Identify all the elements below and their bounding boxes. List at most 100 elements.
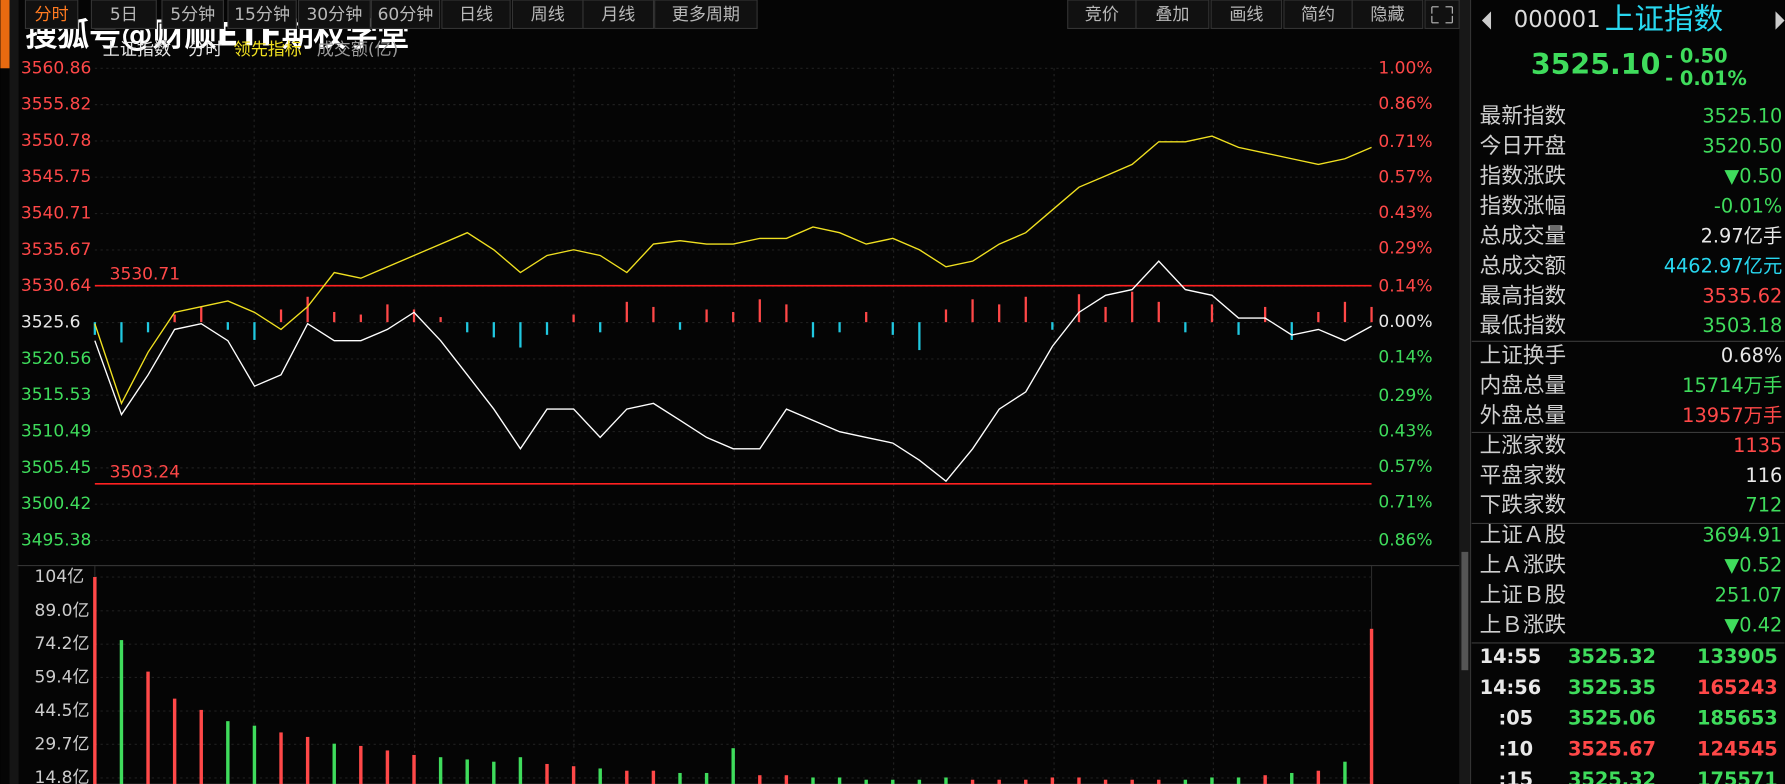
volume-bar [704,772,709,784]
change: - 0.50 [1665,44,1727,67]
indicator-bar [439,317,442,323]
indicator-bar [1290,322,1293,340]
field-label: 上证Ａ股 [1480,523,1566,548]
y-tick-label: 3520.56 [21,349,92,369]
y-tick-label: 89.0亿 [35,601,90,621]
indicator-bar [732,311,735,323]
volume-bar [758,775,762,784]
tab-label[interactable]: 周线 [531,5,565,25]
field-label: 最高指数 [1480,284,1566,309]
volume-bar [252,725,257,784]
tab-label[interactable]: 60分钟 [378,5,434,25]
tab[interactable] [161,0,224,30]
tab-label[interactable]: 日线 [459,5,493,25]
volume-bar [598,768,602,784]
tool-label[interactable]: 隐藏 [1370,5,1404,25]
stock-code: 000001 [1514,7,1601,33]
tick-price: 3525.06 [1568,707,1656,730]
tick-price: 3525.67 [1568,737,1656,760]
splitter-handle[interactable] [1461,551,1469,671]
indicator-bar [1131,291,1134,323]
y-tick-label: 3550.78 [21,131,92,151]
tab[interactable] [582,0,655,30]
volume-bar [545,763,549,784]
legend-item: 领先指标 [234,40,302,60]
tab[interactable] [370,0,441,30]
indicator-bar [412,309,416,323]
tab[interactable] [297,0,371,30]
tab-label[interactable]: 更多周期 [672,5,740,25]
tool-label[interactable]: 简约 [1301,5,1335,25]
volume-bar [651,770,656,784]
price-line [94,260,1372,483]
tab[interactable] [24,0,79,30]
tab-label[interactable]: 分时 [35,5,69,25]
tab[interactable] [654,0,758,30]
indicator-bar [253,322,256,340]
tool[interactable] [1283,0,1353,30]
volume-bar [625,770,629,784]
tool-label[interactable]: 竞价 [1085,5,1119,25]
tab-label[interactable]: 5分钟 [170,5,215,25]
field-label: 最新指数 [1480,104,1566,129]
tool[interactable] [1067,0,1137,30]
field-label: 上涨家数 [1480,433,1566,458]
tool[interactable] [1351,0,1424,30]
volume-bar [438,757,443,784]
tick-time: :15 [1498,768,1533,784]
y-tick-label: 3525.6 [21,313,81,333]
next-arrow[interactable] [1775,11,1785,30]
volume-bar [1369,628,1374,784]
field-label: 指数涨幅 [1480,194,1566,219]
y-tick-label: 3530.64 [21,276,92,296]
volume-bar [1103,779,1108,784]
indicator-bar [279,309,283,323]
tab-label[interactable]: 5日 [110,5,138,25]
tab[interactable] [227,0,297,30]
indicator-bar [838,322,841,333]
indicator-bar [1343,301,1347,323]
indicator-bar [944,309,948,323]
field-label: 平盘家数 [1480,463,1566,488]
tool[interactable] [1210,0,1283,30]
tool-label[interactable]: 画线 [1229,5,1263,25]
tab-label[interactable]: 15分钟 [234,5,290,25]
volume-bar [917,779,922,784]
tick-price: 3525.35 [1568,676,1656,699]
prev-arrow[interactable] [1481,11,1492,30]
change-pct: - 0.01% [1665,67,1747,90]
field-value: ▼0.42 [1724,613,1782,636]
field-label: 上Ｂ涨跌 [1480,613,1566,638]
indicator-bar [146,322,150,333]
fullscreen-button[interactable] [1424,0,1460,30]
y-tick-label: 3540.71 [21,204,92,224]
field-value: 3694.91 [1702,524,1782,547]
volume-bar [1263,775,1267,784]
indicator-bar [386,304,389,323]
indicator-bar [545,322,549,335]
tab[interactable] [90,0,157,30]
legend-item: 分时 [188,40,222,60]
tab-label[interactable]: 月线 [601,5,635,25]
tab[interactable] [441,0,511,30]
field-label: 指数涨跌 [1480,164,1566,189]
indicator-bar [625,301,628,323]
indicator-bar [891,322,894,335]
y2-tick-label: 0.29% [1378,239,1432,259]
volume-bar [811,777,815,784]
tool-label[interactable]: 叠加 [1155,5,1189,25]
y-tick-label: 59.4亿 [35,667,90,687]
field-label: 上证Ｂ股 [1480,583,1566,608]
tick-time: :10 [1498,737,1533,760]
reference-label: 3530.71 [110,264,180,284]
volume-bar [944,777,948,784]
tab-label[interactable]: 30分钟 [306,5,362,25]
volume-bar [359,745,363,784]
volume-bar [837,777,842,784]
y2-tick-label: 0.86% [1378,530,1432,550]
tool[interactable] [1135,0,1210,30]
legend-item: 成交额(亿) [317,40,399,60]
y-tick-label: 3510.49 [21,422,92,442]
field-value: 712 [1745,494,1782,517]
y-tick-label: 3515.53 [21,385,92,405]
